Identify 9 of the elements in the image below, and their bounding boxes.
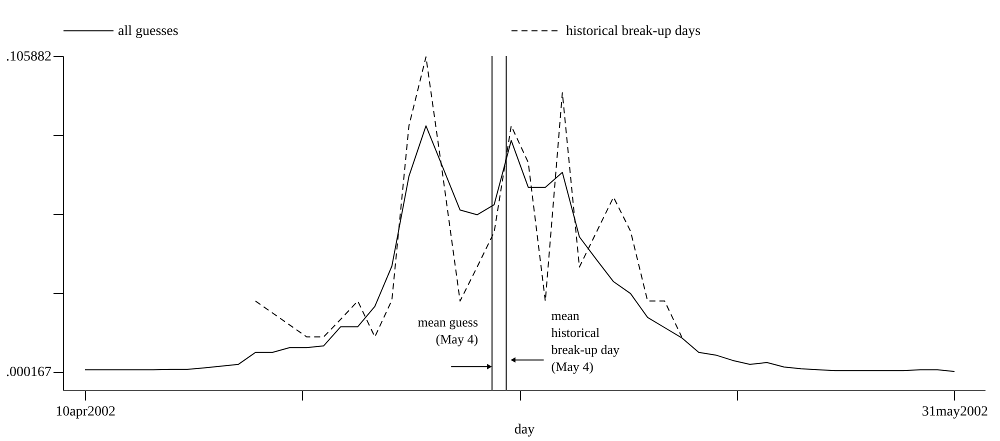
- legend-label: historical break-up days: [566, 24, 701, 39]
- x-tick-label: 31may2002: [922, 404, 988, 420]
- ref-line-label: mean guess (May 4): [418, 314, 478, 347]
- x-axis-title: day: [514, 422, 535, 438]
- y-tick-label: .105882: [6, 50, 52, 65]
- ref-line-label: mean historical break-up day (May 4): [551, 308, 620, 374]
- legend-label: all guesses: [118, 24, 178, 39]
- y-tick-label: .000167: [6, 365, 52, 380]
- x-tick-label: 10apr2002: [56, 404, 116, 420]
